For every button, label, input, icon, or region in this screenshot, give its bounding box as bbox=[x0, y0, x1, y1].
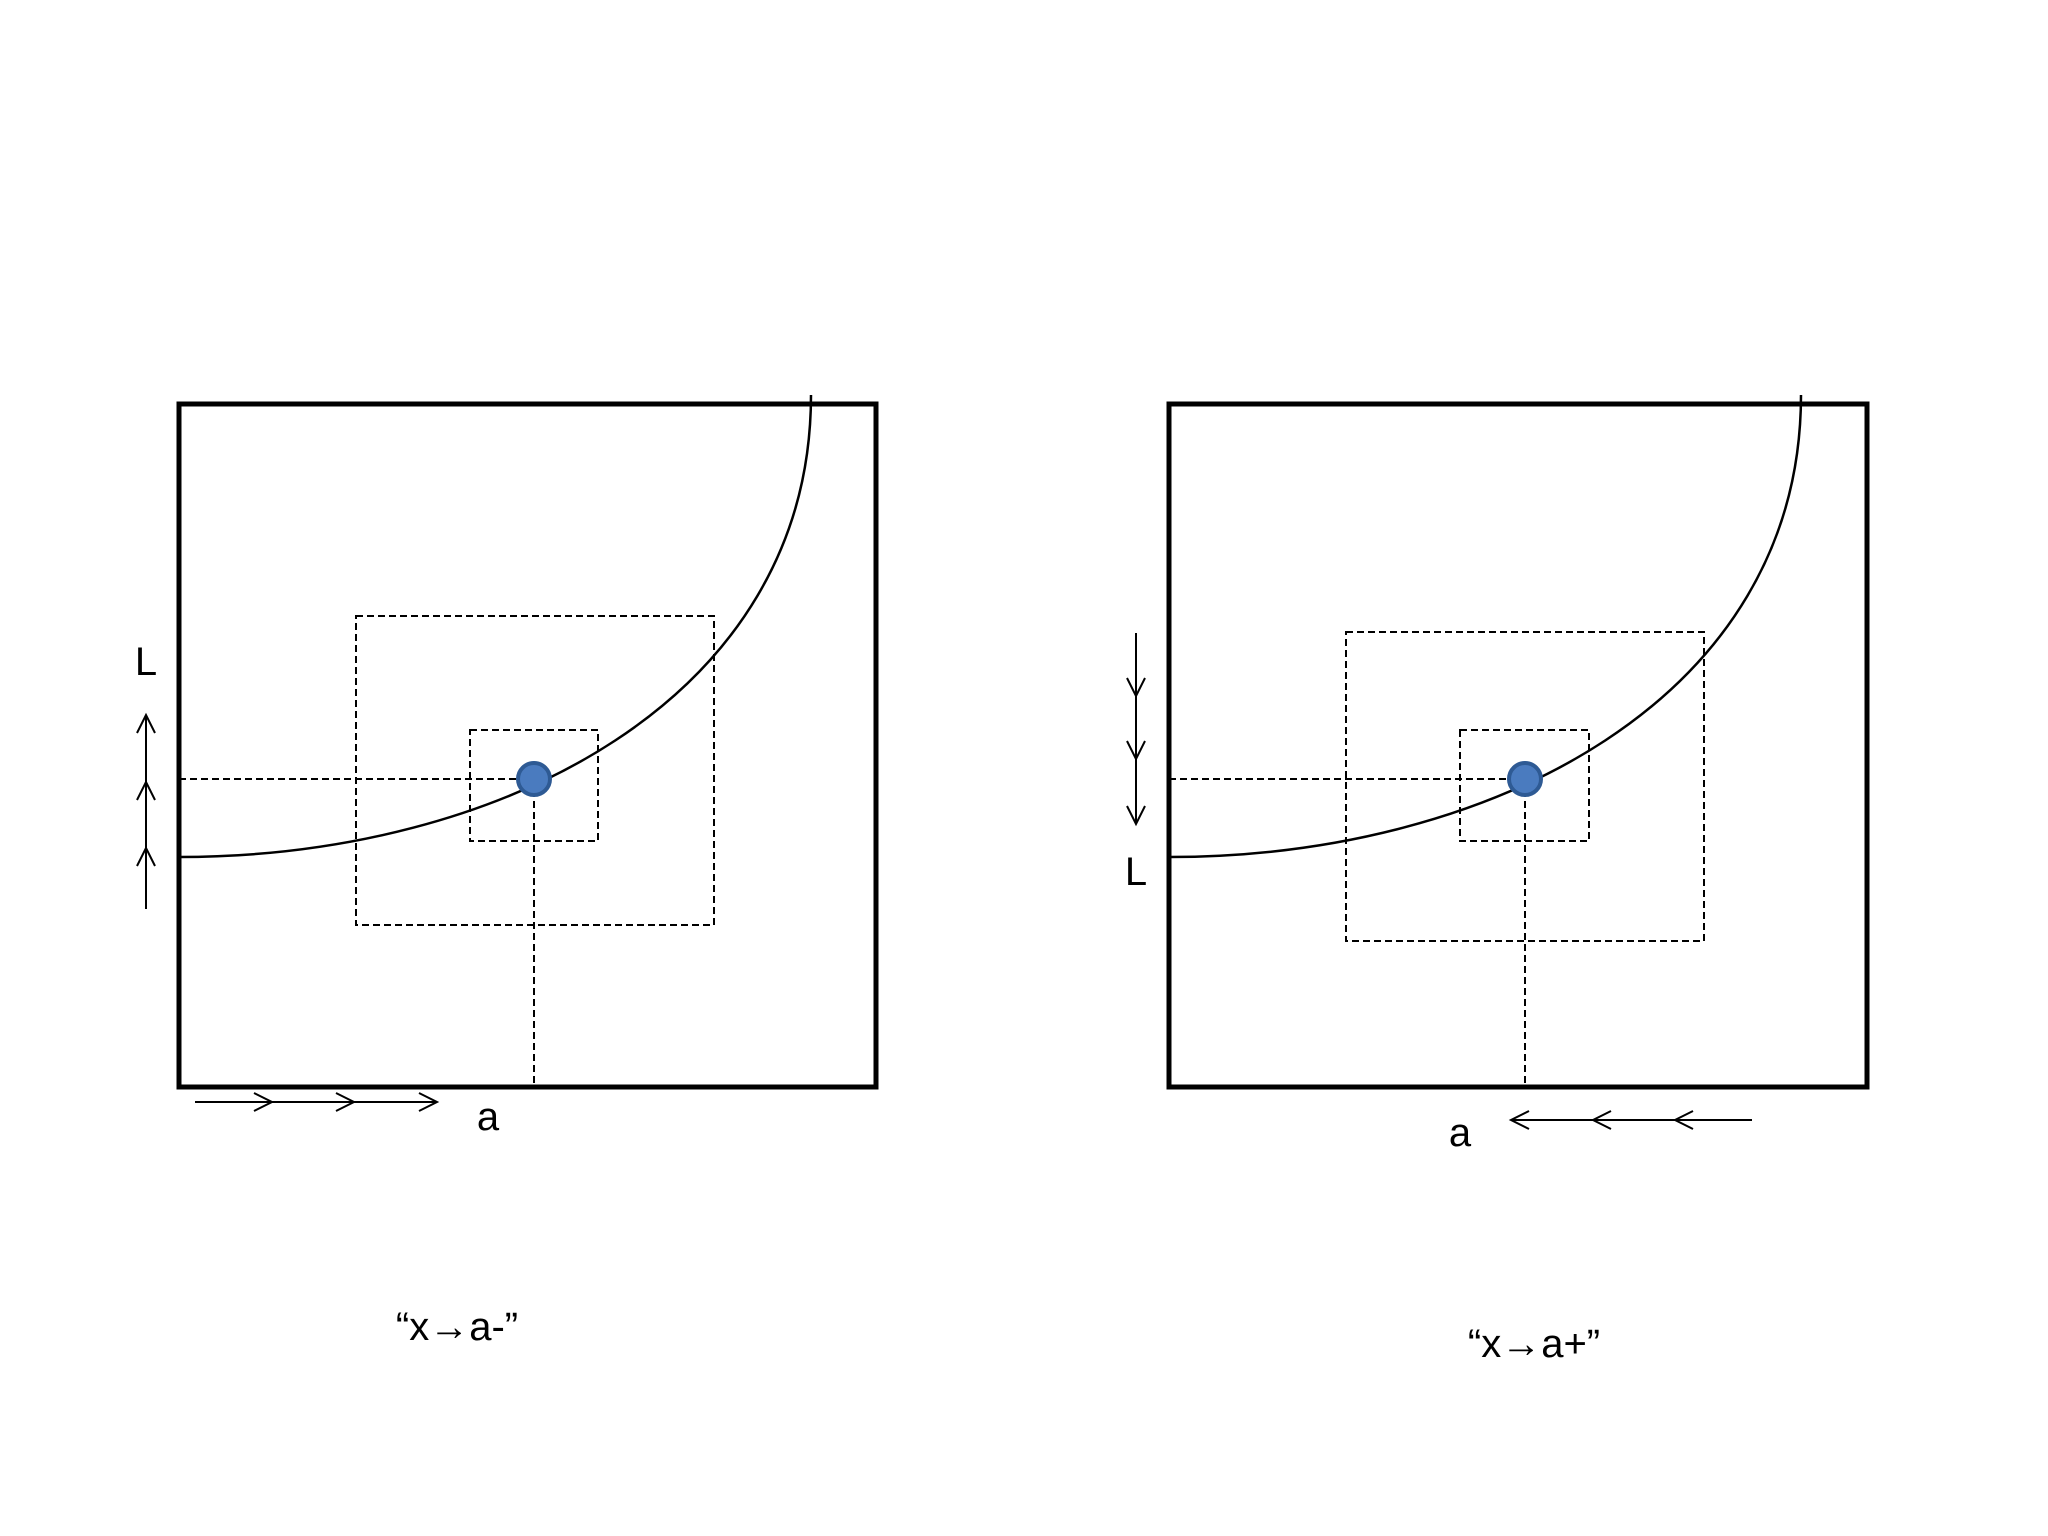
caption: “x→a+” bbox=[1468, 1322, 1600, 1366]
arrow-head bbox=[418, 1092, 440, 1112]
arrow-head bbox=[1590, 1110, 1612, 1130]
arrow-head bbox=[335, 1092, 357, 1112]
left-arrows bbox=[1508, 1110, 1752, 1130]
inner-neighborhood bbox=[1459, 729, 1590, 842]
arrow-head bbox=[136, 779, 156, 801]
caption: “x→a-” bbox=[396, 1305, 518, 1349]
outer-neighborhood bbox=[355, 615, 715, 926]
label-L: L bbox=[1125, 850, 1147, 894]
label-a: a bbox=[477, 1095, 500, 1139]
arrow-head bbox=[1672, 1110, 1694, 1130]
arrow-head bbox=[1126, 677, 1146, 699]
arrow-head bbox=[136, 845, 156, 867]
arrow-head bbox=[1126, 805, 1146, 827]
curve bbox=[178, 394, 813, 859]
label-L: L bbox=[135, 640, 157, 684]
frame bbox=[176, 401, 879, 1090]
right-arrows bbox=[195, 1092, 440, 1112]
arrow-head bbox=[136, 712, 156, 734]
curve bbox=[1168, 394, 1803, 859]
up-arrows bbox=[136, 712, 156, 909]
arrow-head bbox=[253, 1092, 275, 1112]
frame bbox=[1166, 401, 1870, 1090]
point bbox=[516, 761, 552, 797]
label-a: a bbox=[1449, 1111, 1472, 1155]
outer-neighborhood bbox=[1345, 631, 1705, 942]
panel-left: L a “x→a-” bbox=[135, 394, 879, 1349]
down-arrows bbox=[1126, 633, 1146, 827]
point bbox=[1507, 761, 1543, 797]
panel-right: L a “x→a+” bbox=[1125, 394, 1870, 1366]
arrow-head bbox=[1126, 740, 1146, 762]
arrow-head bbox=[1508, 1110, 1530, 1130]
